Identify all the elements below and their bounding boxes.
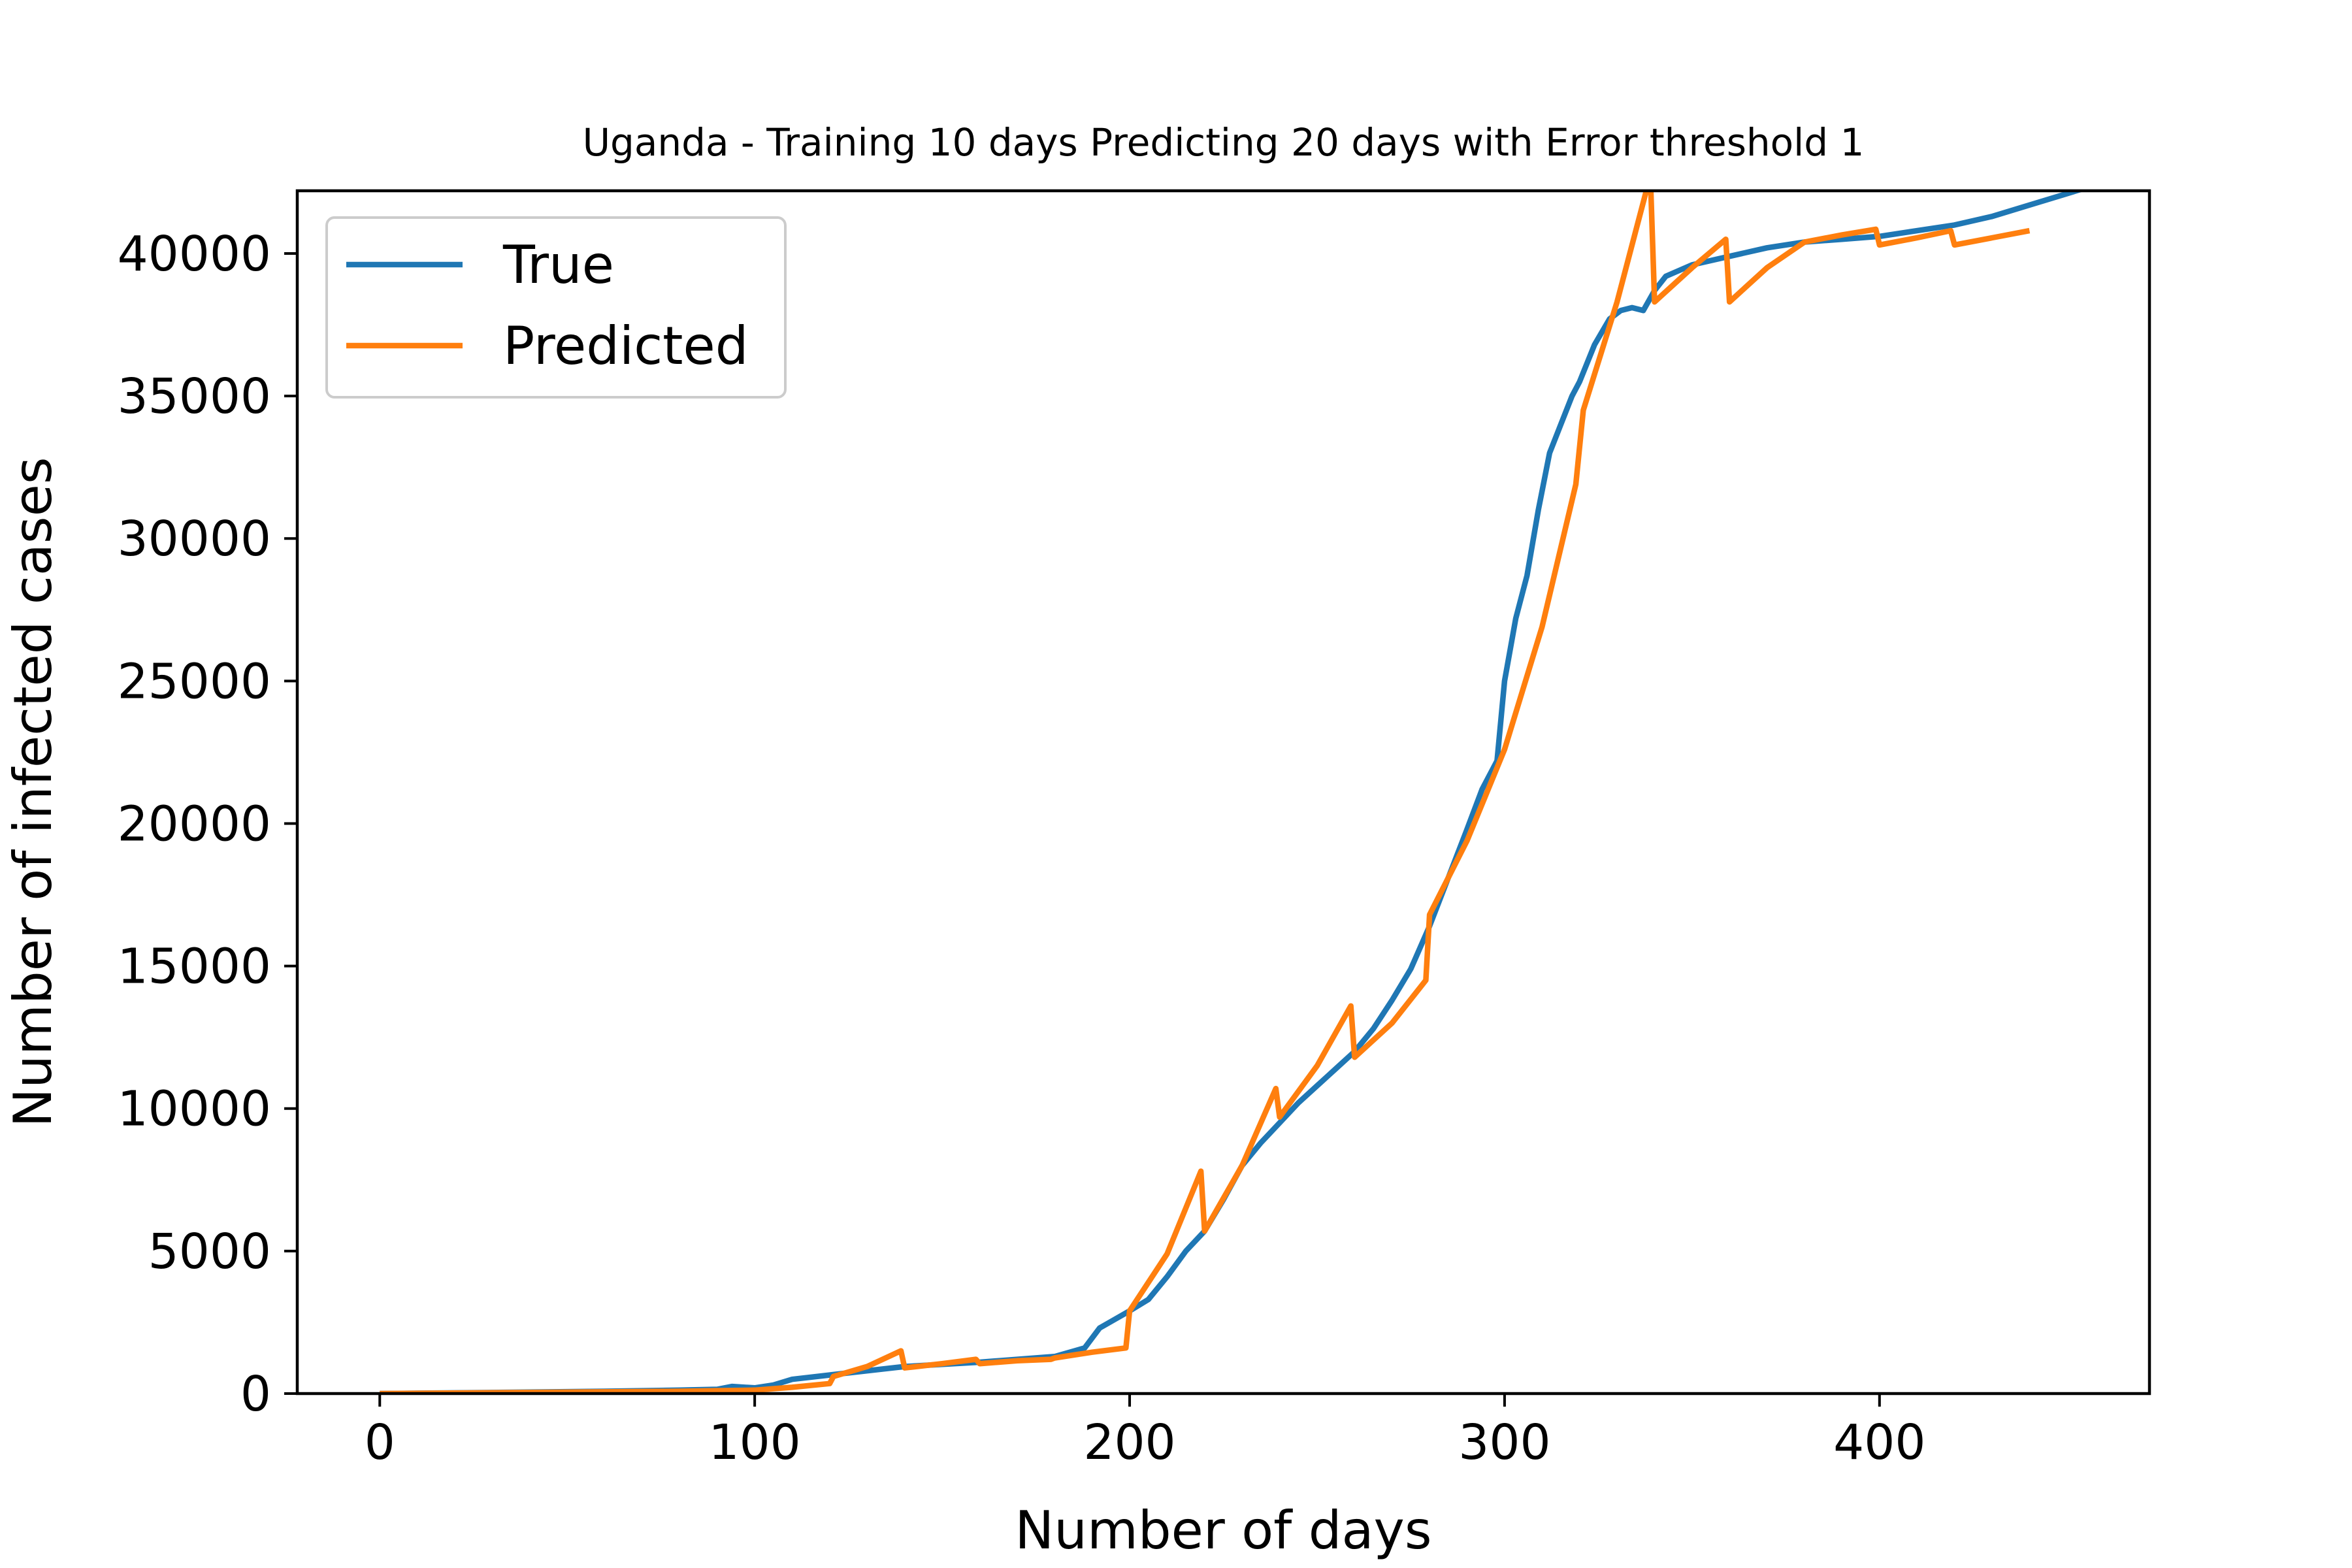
y-tick-label: 15000 — [118, 939, 271, 995]
plot-area-frame — [295, 189, 2151, 1396]
y-tick-label: 30000 — [118, 511, 271, 567]
x-tick-label: 400 — [1833, 1414, 1925, 1471]
y-tick-label: 25000 — [118, 653, 271, 710]
x-axis: 0 100 200 300 400 — [365, 1394, 1925, 1471]
series-line-true — [380, 191, 2086, 1394]
legend: True Predicted — [325, 216, 787, 399]
series-layer — [380, 191, 2086, 1394]
y-tick-label: 10000 — [118, 1081, 271, 1137]
y-tick-label: 5000 — [148, 1224, 271, 1280]
y-tick-label: 0 — [240, 1366, 271, 1422]
y-tick-label: 20000 — [118, 796, 271, 852]
x-tick-label: 0 — [365, 1414, 395, 1471]
y-axis-label: Number of infected cases — [3, 457, 63, 1127]
x-tick-label: 100 — [709, 1414, 801, 1471]
series-line-predicted — [380, 191, 2031, 1394]
y-tick-label: 40000 — [118, 226, 271, 282]
chart-title: Uganda - Training 10 days Predicting 20 … — [583, 120, 1865, 165]
x-tick-label: 300 — [1458, 1414, 1550, 1471]
x-axis-label: Number of days — [1015, 1500, 1431, 1561]
legend-label-predicted: Predicted — [503, 316, 749, 376]
legend-label-true: True — [502, 235, 614, 295]
y-axis: 0 5000 10000 15000 20000 25000 30000 35000 40000 — [118, 226, 297, 1422]
x-tick-label: 200 — [1083, 1414, 1175, 1471]
y-tick-label: 35000 — [118, 368, 271, 425]
